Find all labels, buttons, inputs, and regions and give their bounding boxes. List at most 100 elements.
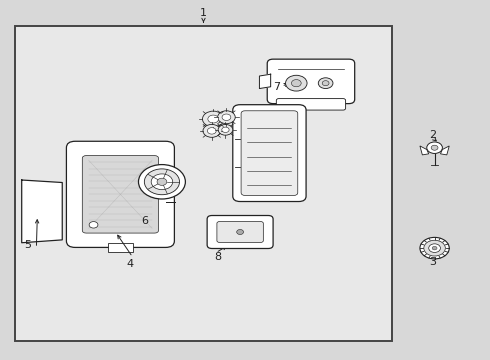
Point <box>69 307 77 313</box>
Point <box>81 163 89 168</box>
Point <box>299 158 307 164</box>
Point <box>81 289 89 294</box>
Point <box>167 162 175 167</box>
Point <box>38 206 46 212</box>
Point <box>255 68 263 73</box>
Point <box>289 190 297 196</box>
Point <box>90 65 98 71</box>
Point <box>261 32 269 38</box>
Point <box>116 256 123 261</box>
Point <box>302 76 310 82</box>
Point <box>225 163 233 169</box>
Point <box>320 247 328 253</box>
Point <box>131 144 139 149</box>
Point <box>269 308 277 314</box>
Point <box>303 59 311 65</box>
Point <box>154 189 162 195</box>
Point <box>251 29 259 35</box>
Point <box>71 130 79 136</box>
Point <box>365 155 373 161</box>
Point <box>328 293 336 298</box>
Point <box>207 48 215 54</box>
Point <box>298 145 306 151</box>
Point <box>36 287 44 292</box>
Point <box>39 40 47 45</box>
Point <box>314 113 322 119</box>
Point <box>245 64 253 69</box>
Point <box>280 156 288 161</box>
Point <box>380 120 388 126</box>
Point <box>161 331 169 337</box>
Point <box>370 334 378 339</box>
Point <box>219 125 227 130</box>
Point <box>222 275 230 280</box>
Point <box>295 91 303 96</box>
Point <box>163 132 171 138</box>
Point <box>379 299 387 305</box>
Point <box>51 87 59 93</box>
Point <box>318 236 326 242</box>
Point <box>90 264 98 270</box>
Point <box>23 302 31 308</box>
Point <box>131 45 139 50</box>
Point <box>361 279 369 285</box>
Point <box>152 243 160 248</box>
Point <box>51 121 59 127</box>
Point <box>27 77 35 82</box>
Point <box>290 187 297 193</box>
Point <box>146 183 154 189</box>
Point <box>95 263 102 269</box>
Point <box>303 183 311 189</box>
Point <box>305 181 313 186</box>
Point <box>122 144 130 150</box>
Point <box>40 50 48 56</box>
Point <box>359 225 367 231</box>
Point <box>122 33 130 39</box>
Point <box>22 135 30 141</box>
Point <box>229 230 237 235</box>
Point <box>27 50 35 56</box>
Point <box>113 306 121 312</box>
Point <box>101 280 109 286</box>
Point <box>337 246 344 252</box>
Point <box>332 163 340 169</box>
Point <box>176 325 184 331</box>
Point <box>344 245 352 251</box>
Point <box>326 75 334 80</box>
Point <box>25 48 33 54</box>
Point <box>49 233 57 239</box>
Point <box>133 109 141 115</box>
Point <box>33 203 41 209</box>
Point <box>368 265 375 271</box>
Text: 5: 5 <box>24 239 31 249</box>
Point <box>104 117 112 123</box>
Point <box>177 299 185 305</box>
Point <box>70 31 77 36</box>
Point <box>146 31 154 36</box>
Point <box>379 69 387 75</box>
Point <box>224 287 232 293</box>
Point <box>275 219 283 225</box>
Point <box>129 234 137 239</box>
Point <box>64 316 72 322</box>
Point <box>83 262 91 268</box>
Point <box>167 111 175 117</box>
Point <box>73 268 80 274</box>
Point <box>128 324 136 329</box>
Bar <box>108 243 133 252</box>
Point <box>278 130 286 136</box>
Point <box>321 313 329 319</box>
Point <box>89 239 97 245</box>
Point <box>320 226 328 232</box>
Point <box>281 256 289 261</box>
Point <box>355 256 363 262</box>
Point <box>63 325 71 331</box>
Point <box>290 221 297 227</box>
Point <box>166 230 173 236</box>
Point <box>185 325 193 331</box>
Point <box>202 67 210 73</box>
Point <box>337 239 345 245</box>
Point <box>340 117 348 122</box>
Point <box>370 229 378 234</box>
Point <box>355 158 363 164</box>
